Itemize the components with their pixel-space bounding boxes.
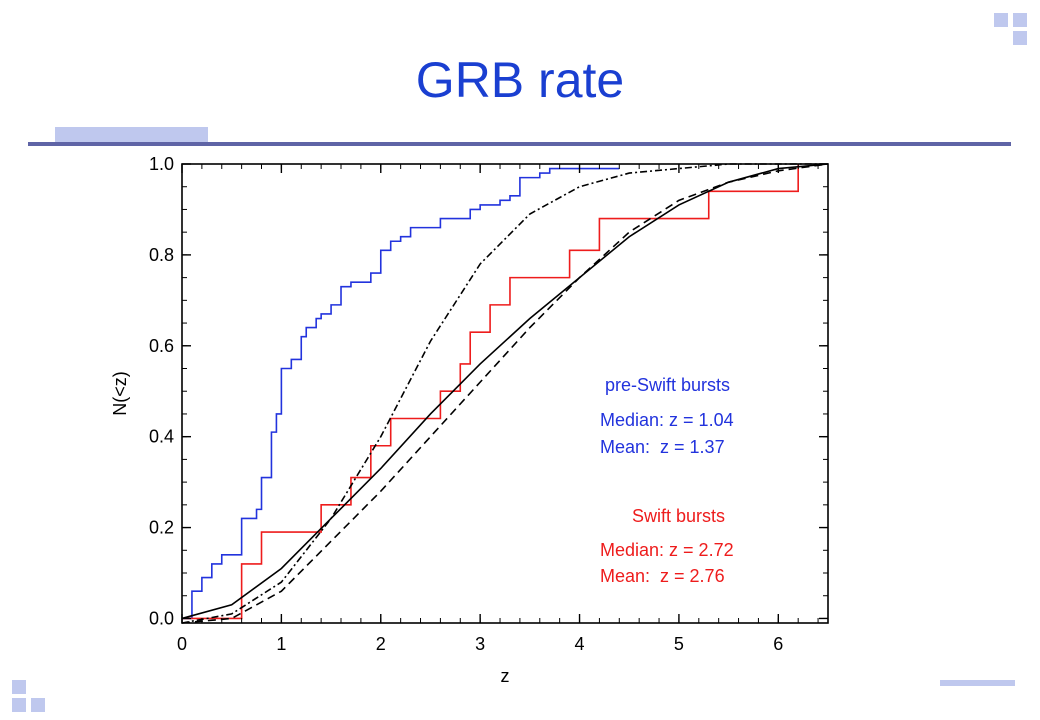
y-tick-label: 0.4 <box>149 427 174 447</box>
legend-swift-mean: Mean: z = 2.76 <box>600 566 725 586</box>
legend-pre-swift: pre-Swift bursts Median: z = 1.04 Mean: … <box>600 375 734 457</box>
title-divider <box>28 142 1011 146</box>
y-tick-label: 0.8 <box>149 245 174 265</box>
y-tick-label: 0.2 <box>149 518 174 538</box>
x-axis-label: z <box>501 666 510 686</box>
decor-square-bottom-a <box>12 680 26 694</box>
series-line-dashed-3 <box>181 163 829 624</box>
x-tick-label: 0 <box>177 634 187 654</box>
legend-swift-median: Median: z = 2.72 <box>600 540 734 560</box>
decor-square-top-b <box>1013 13 1027 27</box>
tick-layer: 0 1 2 3 4 5 6 0.0 0.2 0.4 0.6 0.8 1.0 <box>149 154 828 654</box>
x-tick-label: 1 <box>276 634 286 654</box>
y-axis-label: N(<z) <box>110 371 130 416</box>
legend-swift-title: Swift bursts <box>632 506 725 526</box>
decor-square-bottom-b <box>12 698 26 712</box>
legend-swift: Swift bursts Median: z = 2.72 Mean: z = … <box>600 506 734 586</box>
legend-pre-swift-mean: Mean: z = 1.37 <box>600 437 725 457</box>
x-tick-label: 6 <box>773 634 783 654</box>
x-tick-label: 4 <box>575 634 585 654</box>
decor-square-bottom-c <box>31 698 45 712</box>
y-tick-label: 1.0 <box>149 154 174 174</box>
legend-pre-swift-title: pre-Swift bursts <box>605 375 730 395</box>
decor-square-top-c <box>1013 31 1027 45</box>
legend-pre-swift-median: Median: z = 1.04 <box>600 410 734 430</box>
series-line-pre-swift-bursts <box>182 167 620 620</box>
series-line-swift-bursts <box>182 164 799 620</box>
decor-square-top-a <box>994 13 1008 27</box>
decor-bar-bottom-right <box>940 680 1015 686</box>
x-tick-label: 3 <box>475 634 485 654</box>
title-underline-accent <box>55 127 208 142</box>
page-title: GRB rate <box>415 52 625 108</box>
x-tick-label: 2 <box>376 634 386 654</box>
y-tick-label: 0.6 <box>149 336 174 356</box>
y-tick-label: 0.0 <box>149 608 174 628</box>
plot-frame <box>181 163 829 624</box>
x-tick-label: 5 <box>674 634 684 654</box>
